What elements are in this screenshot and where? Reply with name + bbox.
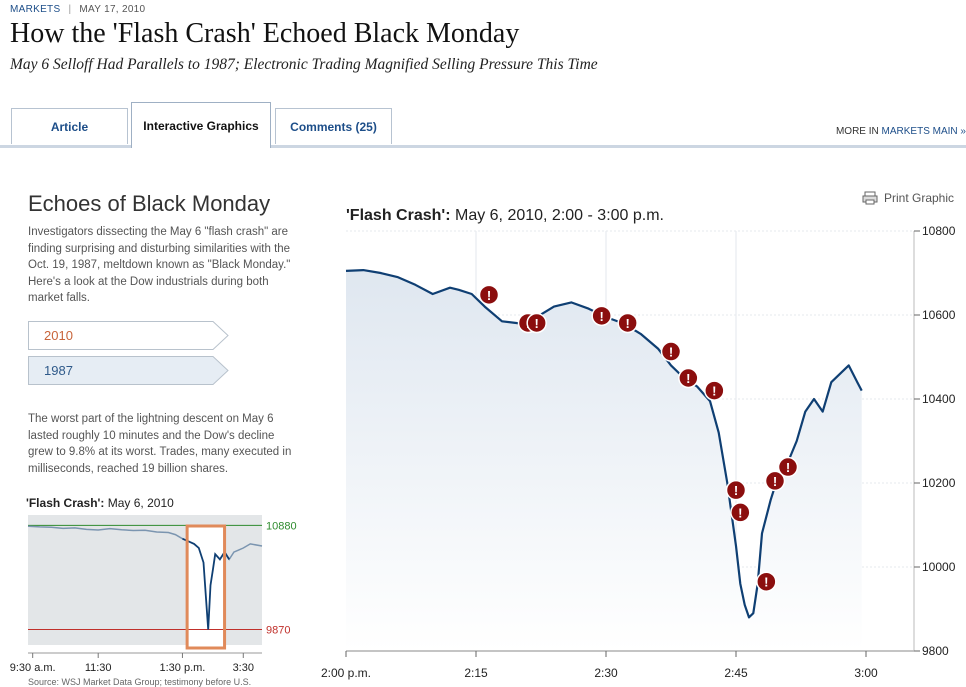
event-marker [777,456,799,478]
print-graphic-button[interactable]: Print Graphic [862,191,954,205]
event-marker [756,571,777,592]
event-marker-icon: ! [712,384,716,399]
section-link[interactable]: MARKETS [10,4,61,15]
event-marker-icon: ! [738,505,742,520]
more-prefix: MORE IN [835,126,882,137]
x-tick-label: 3:00 [854,666,878,680]
area-fill [346,270,862,651]
event-marker-icon: ! [773,474,777,489]
y-tick-label: 10600 [922,308,956,322]
event-marker-icon: ! [686,371,690,386]
y-tick-label: 10800 [922,224,956,238]
event-marker-icon: ! [599,309,603,324]
mini-plot-bg [28,515,262,645]
event-marker-icon: ! [669,345,673,360]
event-marker-icon: ! [487,288,491,303]
deck: May 6 Selloff Had Parallels to 1987; Ele… [10,56,598,73]
main-chart[interactable]: 2:00 p.m. 2:15 2:30 2:45 3:00 9800 10000 10200 1… [321,224,966,685]
y-tick-label: 10000 [922,560,956,574]
sidebar-intro: Investigators dissecting the May 6 "flas… [28,226,291,304]
event-marker-icon: ! [734,483,738,498]
year-button-2010[interactable]: 2010 [28,321,229,350]
main-title-bold: 'Flash Crash': [346,207,451,224]
tab-comments[interactable]: Comments (25) [275,108,392,144]
more-in-markets: MORE IN MARKETS MAIN » [836,126,966,137]
y-tick-label: 10200 [922,476,956,490]
event-marker [764,470,786,492]
highlight-frame [185,524,227,650]
year-button-1987[interactable]: 1987 [28,356,229,385]
mini-x-tick-label: 9:30 a.m. [10,662,56,674]
headline: How the 'Flash Crash' Echoed Black Monda… [10,18,520,49]
x-tick-label: 2:45 [724,666,748,680]
year-label-2010: 2010 [44,328,73,343]
source-note: Source: WSJ Market Data Group; testimony… [28,677,252,687]
print-graphic-label: Print Graphic [884,191,955,205]
event-marker [617,312,638,334]
event-marker [478,284,500,306]
tab-underline [0,145,966,148]
event-marker-icon: ! [534,316,538,331]
event-marker [591,305,612,327]
mini-line-crash [182,537,230,630]
tab-bar: Article Interactive Graphics Comments (2… [0,100,966,148]
year-button-frame [28,321,229,350]
event-marker [704,380,725,401]
sidebar-detail: The worst part of the lightning descent … [28,413,292,475]
mini-chart[interactable]: 10880 9870 9:30 a.m. 11:30 1:30 p.m. 3:30 [0,515,297,685]
main-chart-title: 'Flash Crash': May 6, 2010, 2:00 - 3:00 … [346,207,664,225]
event-marker [730,502,751,523]
x-tick-label: 2:30 [594,666,618,680]
tab-interactive-graphics[interactable]: Interactive Graphics [131,102,271,148]
year-label-1987: 1987 [44,363,73,378]
event-marker-icon: ! [786,460,790,475]
printer-icon [862,191,878,205]
event-marker [526,312,547,334]
mini-title-bold: 'Flash Crash': [26,496,105,510]
mini-chart-title: 'Flash Crash': May 6, 2010 [26,496,174,510]
mini-x-tick-label: 1:30 p.m. [160,662,206,674]
y-tick-label: 10400 [922,392,956,406]
dow-line [345,269,863,619]
main-title-rest: May 6, 2010, 2:00 - 3:00 p.m. [454,207,664,224]
tab-article[interactable]: Article [11,108,128,144]
publish-date: MAY 17, 2010 [79,4,146,15]
mini-title-rest: May 6, 2010 [107,496,174,510]
event-marker [678,367,699,389]
low-label: 9870 [266,625,290,637]
sidebar-title: Echoes of Black Monday [28,191,271,216]
markets-main-link[interactable]: MARKETS MAIN » [881,126,966,137]
event-marker-icon: ! [764,575,768,590]
year-button-frame [28,356,229,385]
mini-x-tick-label: 3:30 [233,662,254,674]
x-tick-label: 2:15 [464,666,488,680]
y-tick-label: 9800 [922,644,949,658]
event-marker [660,341,682,362]
event-marker-icon: ! [625,316,629,331]
high-label: 10880 [266,520,297,532]
x-tick-label: 2:00 p.m. [321,666,371,680]
mini-x-tick-label: 11:30 [85,662,112,674]
top-meta: MARKETS | MAY 17, 2010 [10,4,146,15]
mini-line-after [223,543,263,561]
mini-line-before [27,525,183,540]
event-marker [725,479,747,501]
